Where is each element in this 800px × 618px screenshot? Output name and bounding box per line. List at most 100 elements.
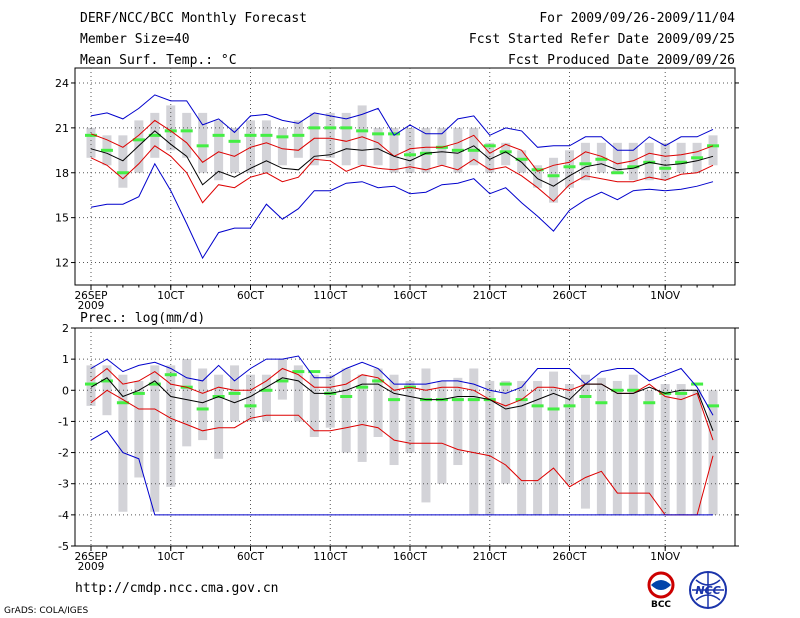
header-right: For 2009/09/26-2009/11/04 Fcst Started R… (469, 10, 735, 73)
temp-xtick-label: 160CT (393, 290, 427, 302)
temp-box (166, 105, 176, 151)
temp-panel: 12 15 18 21 24 26SEP 10CT 60CT 110CT 160CT 210CT 26… (55, 67, 739, 312)
prec-box (692, 390, 702, 515)
prec-box (437, 380, 447, 484)
temp-ytick-label: 12 (55, 257, 69, 270)
temp-ytick-label: 21 (55, 122, 69, 135)
prec-box (373, 368, 383, 437)
bcc-logo-icon: BCC (647, 571, 675, 610)
prec-xtick-label: 26SEP (75, 551, 108, 563)
prec-panel: -5 -4 -3 -2 -1 0 1 2 26SEP 10CT 60CT 110CT 160CT 210C… (58, 322, 739, 573)
temp-xtick-label: 26SEP (75, 290, 108, 302)
prec-title: Prec.: log(mm/d) (80, 311, 205, 326)
prec-ytick-label: -4 (58, 509, 69, 522)
prec-box (309, 374, 319, 437)
temp-box (277, 127, 287, 166)
prec-box (341, 368, 351, 453)
temp-box (565, 150, 574, 188)
grads-credit: GrADS: COLA/IGES (4, 606, 89, 616)
prec-box (453, 377, 463, 466)
prec-box (293, 365, 303, 422)
prec-box (469, 368, 479, 515)
prec-box (644, 390, 654, 515)
prec-xtick-label: 260CT (553, 551, 587, 563)
temp-xtick-label: 260CT (553, 290, 587, 302)
prec-box (214, 374, 224, 459)
temp-box (357, 105, 367, 166)
temp-box (612, 142, 622, 173)
temp-frame (74, 67, 736, 286)
temp-box (676, 142, 686, 173)
temp-box (118, 135, 128, 188)
temp-ytick-label: 18 (55, 167, 69, 180)
prec-ytick-label: -3 (58, 478, 69, 491)
prec-xtick-label: 210CT (473, 551, 507, 563)
prec-box (549, 371, 559, 515)
prec-ytick-label: 0 (62, 384, 69, 397)
prec-box (596, 377, 606, 515)
temp-xtick-label: 60CT (237, 290, 265, 302)
prec-box (565, 384, 574, 484)
temp-series-max (90, 94, 714, 151)
temp-box (628, 142, 638, 181)
temp-box (469, 127, 479, 166)
temp-box (309, 112, 319, 166)
source-url[interactable]: http://cmdp.ncc.cma.gov.cn (75, 581, 279, 596)
header-left: DERF/NCC/BCC Monthly Forecast Member Siz… (80, 10, 307, 73)
prec-box (485, 380, 495, 515)
temp-box (230, 127, 240, 173)
prec-box (628, 374, 638, 515)
temp-box (261, 120, 271, 173)
temp-box (549, 157, 559, 203)
prec-ytick-label: 2 (62, 322, 69, 335)
temp-xtick-label: 110CT (313, 290, 347, 302)
temp-series-lower (90, 145, 714, 204)
prec-box (533, 380, 543, 515)
temp-box (389, 127, 399, 173)
prec-box (166, 365, 176, 487)
forecast-title: DERF/NCC/BCC Monthly Forecast (80, 11, 307, 26)
temp-box (660, 142, 670, 181)
prec-xtick-label: 1NOV (650, 551, 681, 563)
temp-ytick-label: 15 (55, 212, 69, 225)
prec-series-lower (90, 389, 714, 516)
prec-xtick-label: 160CT (393, 551, 427, 563)
prec-box (246, 374, 255, 422)
prec-box (325, 374, 335, 428)
bcc-logo-text: BCC (651, 600, 671, 610)
produced-date: Fcst Produced Date 2009/09/26 (508, 53, 735, 68)
prec-series-max (90, 355, 714, 416)
prec-box (198, 368, 208, 441)
prec-box (660, 384, 670, 515)
temp-box (517, 150, 527, 173)
forecast-period: For 2009/09/26-2009/11/04 (539, 11, 735, 26)
prec-series-mean (90, 377, 714, 431)
prec-box (517, 380, 527, 515)
temp-box (198, 112, 208, 173)
prec-box (708, 390, 718, 515)
temp-box (533, 165, 543, 188)
prec-xtick-label: 60CT (237, 551, 265, 563)
temp-box (325, 112, 335, 158)
temp-box (405, 127, 415, 173)
prec-box (357, 374, 367, 462)
temp-box (86, 127, 96, 158)
prec-series-min (90, 430, 713, 516)
temp-box (246, 120, 255, 173)
start-date: Fcst Started Refer Date 2009/09/25 (468, 32, 735, 47)
temp-series-min (90, 162, 714, 260)
temp-box (708, 135, 718, 166)
temp-ytick-label: 24 (55, 77, 69, 90)
ncc-logo-text: NCC (695, 584, 720, 597)
ncc-logo-icon: NCC (689, 571, 727, 609)
prec-box (277, 359, 287, 400)
temp-xtick-label: 1NOV (650, 290, 681, 302)
prec-box (134, 380, 144, 478)
temp-xtick-label: 210CT (473, 290, 507, 302)
prec-box (676, 384, 686, 515)
prec-ytick-label: -1 (58, 415, 69, 428)
temp-series-upper (90, 119, 714, 172)
prec-box (86, 365, 96, 406)
